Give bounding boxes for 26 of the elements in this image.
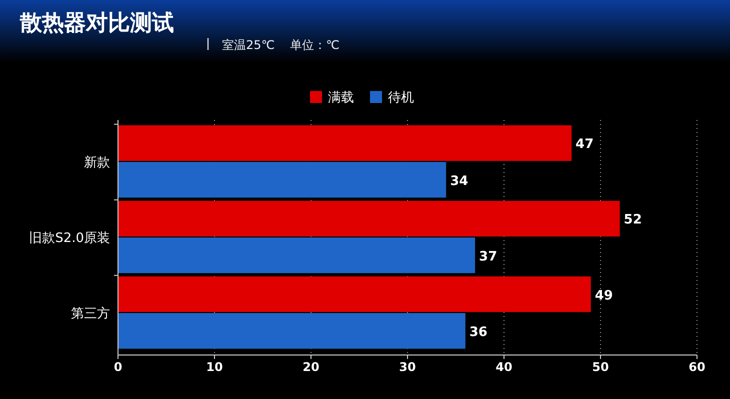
legend-label: 待机 [388, 90, 414, 106]
data-label: 49 [594, 288, 613, 304]
bar [118, 125, 572, 161]
x-tick-label: 30 [399, 360, 416, 374]
bar [118, 276, 591, 312]
data-label: 34 [450, 174, 468, 189]
x-tick-label: 60 [688, 360, 706, 374]
data-label: 52 [624, 212, 642, 228]
x-tick-label: 40 [496, 360, 512, 374]
y-tick-label: 旧款S2.0原装 [29, 231, 110, 246]
data-label: 47 [576, 137, 594, 152]
x-tick-label: 50 [592, 360, 609, 374]
bar [118, 162, 446, 198]
chart-subtitle: 室温25℃ 单位：℃ [222, 38, 340, 52]
legend-label: 满载 [328, 90, 354, 106]
chart-title: 散热器对比测试 [19, 11, 174, 36]
data-label: 37 [479, 249, 498, 264]
y-tick-label: 第三方 [71, 306, 110, 322]
y-tick-label: 新款 [84, 155, 110, 170]
x-tick-label: 20 [302, 360, 320, 374]
x-tick-label: 10 [206, 360, 223, 374]
x-tick-label: 0 [114, 360, 122, 374]
bar [118, 313, 466, 349]
bar [118, 238, 476, 274]
data-label: 36 [469, 324, 488, 340]
bar [118, 200, 620, 236]
